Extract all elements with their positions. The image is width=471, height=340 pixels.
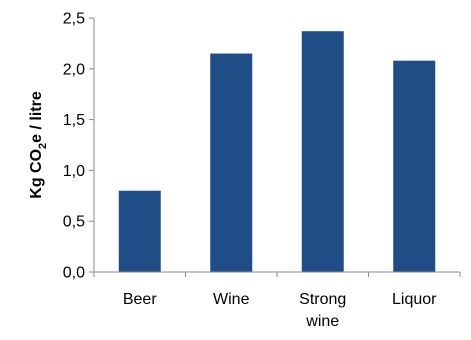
bar-series bbox=[118, 31, 436, 273]
bar bbox=[393, 60, 436, 273]
y-axis: 0,0 0,5 1,0 1,5 2,0 2,5 bbox=[63, 11, 95, 282]
y-tick-label: 2,0 bbox=[63, 61, 85, 78]
bar bbox=[301, 31, 344, 272]
y-tick-label: 0,5 bbox=[63, 214, 85, 231]
x-tick-label: Wine bbox=[213, 291, 250, 308]
y-axis-title-prefix: Kg CO bbox=[28, 149, 45, 199]
y-tick-label: 2,5 bbox=[63, 11, 85, 28]
y-axis-title-suffix: e / litre bbox=[28, 91, 45, 143]
y-tick-label: 1,0 bbox=[63, 163, 85, 180]
bar bbox=[118, 190, 161, 272]
x-tick-label: Liquor bbox=[392, 291, 437, 308]
x-tick-label: Beer bbox=[123, 291, 157, 308]
y-axis-title-subscript: 2 bbox=[37, 143, 49, 149]
svg-text:Kg CO2e / litre: Kg CO2e / litre bbox=[28, 91, 49, 199]
bar bbox=[210, 53, 253, 273]
y-axis-title: Kg CO2e / litre bbox=[28, 91, 49, 199]
y-tick-label: 0,0 bbox=[63, 265, 85, 282]
y-tick-label: 1,5 bbox=[63, 112, 85, 129]
x-tick-label: Strong wine bbox=[299, 291, 346, 330]
x-axis: Beer Wine Strong wine Liquor bbox=[89, 271, 461, 330]
